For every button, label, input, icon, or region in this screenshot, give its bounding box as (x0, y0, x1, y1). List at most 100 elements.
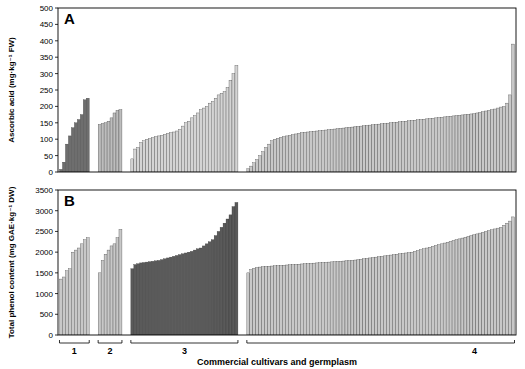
bar (488, 110, 491, 172)
bar (131, 269, 134, 335)
bar (86, 238, 89, 335)
bar (83, 240, 86, 335)
bar (214, 236, 217, 335)
bar (274, 139, 277, 172)
bar (479, 233, 482, 335)
bar (500, 107, 503, 172)
bar (161, 135, 164, 172)
bar (342, 261, 345, 335)
bar (503, 225, 506, 335)
bar (193, 250, 196, 335)
bar (68, 136, 71, 172)
bar (294, 264, 297, 335)
bar (407, 121, 410, 172)
bar (167, 133, 170, 172)
bar (280, 265, 283, 335)
bar (232, 74, 235, 172)
y-tick-label: 350 (40, 53, 54, 62)
bar (485, 111, 488, 172)
bar (360, 126, 363, 172)
y-tick-label: 100 (40, 135, 54, 144)
bar (360, 259, 363, 335)
bar (339, 128, 342, 172)
y-tick-label: 500 (40, 310, 54, 319)
bar (410, 252, 413, 335)
bar (101, 260, 104, 335)
y-tick-label: 200 (40, 102, 54, 111)
bar (268, 266, 271, 335)
bar (321, 263, 324, 336)
bar (158, 136, 161, 172)
bar (74, 250, 77, 335)
bar (184, 123, 187, 172)
bar (387, 123, 390, 172)
y-tick-label: 500 (40, 4, 54, 13)
bar (372, 258, 375, 335)
bars (59, 44, 514, 172)
bar (491, 230, 494, 335)
bar (467, 236, 470, 335)
bar (181, 126, 184, 172)
bar (196, 249, 199, 335)
bar (407, 253, 410, 335)
bar (271, 266, 274, 335)
bar (443, 117, 446, 172)
bar (399, 254, 402, 335)
panel-title: A (64, 10, 75, 27)
bar (208, 242, 211, 335)
bar (223, 223, 226, 335)
bar (181, 254, 184, 335)
bar (253, 163, 256, 172)
bar (140, 263, 143, 335)
bar (303, 132, 306, 172)
bar (363, 259, 366, 335)
bar (83, 100, 86, 172)
group-label: 1 (72, 346, 77, 356)
group-bracket (98, 340, 99, 343)
bar (378, 124, 381, 172)
bar (434, 246, 437, 335)
bar (458, 239, 461, 335)
bar (297, 264, 300, 335)
bar (354, 127, 357, 172)
bar (65, 144, 68, 172)
bar (372, 125, 375, 172)
bar (437, 118, 440, 172)
group-bracket (89, 340, 90, 343)
bar (351, 127, 354, 172)
bar (286, 136, 289, 172)
bar (297, 133, 300, 172)
bar (381, 256, 384, 335)
bar (113, 113, 116, 172)
y-tick-label: 1500 (35, 269, 53, 278)
y-tick-label: 3000 (35, 207, 53, 216)
bar (312, 131, 315, 172)
bar (202, 108, 205, 172)
chart: 050100150200250300350400450500AAscorbic … (0, 0, 525, 369)
bar (303, 264, 306, 335)
bar (357, 126, 360, 172)
bar (146, 139, 149, 172)
bar (288, 265, 291, 335)
bar (402, 253, 405, 335)
y-tick-label: 3500 (35, 186, 53, 195)
bar (434, 118, 437, 172)
bar (449, 116, 452, 172)
bar (217, 231, 220, 335)
bar (366, 125, 369, 172)
bar (381, 124, 384, 172)
bar (140, 142, 143, 172)
bar (494, 229, 497, 335)
bar (152, 138, 155, 172)
bar (446, 117, 449, 172)
bar (155, 261, 158, 335)
bar (473, 114, 476, 172)
bar (413, 251, 416, 335)
bar (509, 95, 512, 172)
bar (229, 80, 232, 172)
bar (470, 114, 473, 172)
bars (59, 202, 514, 335)
bar (452, 241, 455, 335)
bar (98, 273, 101, 335)
bar (175, 255, 178, 335)
